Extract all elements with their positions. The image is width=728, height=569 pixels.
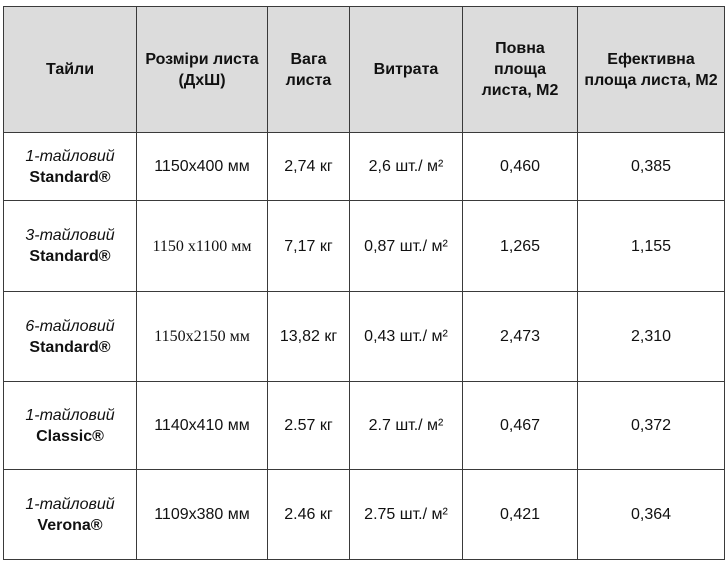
tile-cell: 6-тайловий Standard®	[3, 291, 137, 382]
header-weight: Вага листа	[267, 6, 350, 133]
tile-name: Verona®	[37, 516, 103, 534]
sizes-cell: 1109x380 мм	[136, 469, 268, 560]
table-row: 3-тайловий Standard® 1150 x1100 мм 7,17 …	[3, 200, 725, 292]
effective-area-cell: 0,385	[577, 132, 725, 201]
full-area-cell: 0,460	[462, 132, 578, 201]
weight-cell: 2.57 кг	[267, 381, 350, 470]
tile-type: 3-тайловий	[25, 227, 115, 244]
specifications-table: Тайли Розміри листа (ДхШ) Вага листа Вит…	[3, 6, 725, 560]
table-row: 1-тайловий Classic® 1140x410 мм 2.57 кг …	[3, 381, 725, 470]
consumption-cell: 2,6 шт./ м²	[349, 132, 463, 201]
effective-area-cell: 2,310	[577, 291, 725, 382]
effective-area-cell: 0,364	[577, 469, 725, 560]
tile-name: Classic®	[36, 427, 104, 445]
tile-cell: 1-тайловий Classic®	[3, 381, 137, 470]
full-area-cell: 0,467	[462, 381, 578, 470]
tile-cell: 1-тайловий Verona®	[3, 469, 137, 560]
tile-name: Standard®	[29, 248, 111, 265]
tile-name: Standard®	[29, 168, 111, 186]
weight-cell: 2.46 кг	[267, 469, 350, 560]
effective-area-cell: 0,372	[577, 381, 725, 470]
table-header: Тайли Розміри листа (ДхШ) Вага листа Вит…	[3, 6, 725, 133]
full-area-cell: 1,265	[462, 200, 578, 292]
tile-cell: 1-тайловий Standard®	[3, 132, 137, 201]
tile-type: 6-тайловий	[25, 317, 115, 335]
weight-cell: 2,74 кг	[267, 132, 350, 201]
weight-cell: 7,17 кг	[267, 200, 350, 292]
sizes-cell: 1140x410 мм	[136, 381, 268, 470]
sizes-cell: 1150x400 мм	[136, 132, 268, 201]
consumption-cell: 0,87 шт./ м²	[349, 200, 463, 292]
tile-type: 1-тайловий	[25, 495, 115, 513]
header-row: Тайли Розміри листа (ДхШ) Вага листа Вит…	[3, 6, 725, 133]
tile-name: Standard®	[29, 338, 111, 356]
full-area-cell: 0,421	[462, 469, 578, 560]
sizes-cell: 1150 x1100 мм	[136, 200, 268, 292]
table-row: 6-тайловий Standard® 1150x2150 мм 13,82 …	[3, 291, 725, 382]
tile-type: 1-тайловий	[25, 147, 115, 165]
sizes-cell: 1150x2150 мм	[136, 291, 268, 382]
full-area-cell: 2,473	[462, 291, 578, 382]
consumption-cell: 2.7 шт./ м²	[349, 381, 463, 470]
table-row: 1-тайловий Verona® 1109x380 мм 2.46 кг 2…	[3, 469, 725, 560]
header-sizes: Розміри листа (ДхШ)	[136, 6, 268, 133]
header-consumption: Витрата	[349, 6, 463, 133]
table-body: 1-тайловий Standard® 1150x400 мм 2,74 кг…	[3, 132, 725, 560]
tile-cell: 3-тайловий Standard®	[3, 200, 137, 292]
consumption-cell: 2.75 шт./ м²	[349, 469, 463, 560]
header-tiles: Тайли	[3, 6, 137, 133]
weight-cell: 13,82 кг	[267, 291, 350, 382]
header-full-area: Повна площа листа, М2	[462, 6, 578, 133]
header-effective-area: Ефективна площа листа, М2	[577, 6, 725, 133]
tile-type: 1-тайловий	[25, 406, 115, 424]
table-row: 1-тайловий Standard® 1150x400 мм 2,74 кг…	[3, 132, 725, 201]
consumption-cell: 0,43 шт./ м²	[349, 291, 463, 382]
effective-area-cell: 1,155	[577, 200, 725, 292]
